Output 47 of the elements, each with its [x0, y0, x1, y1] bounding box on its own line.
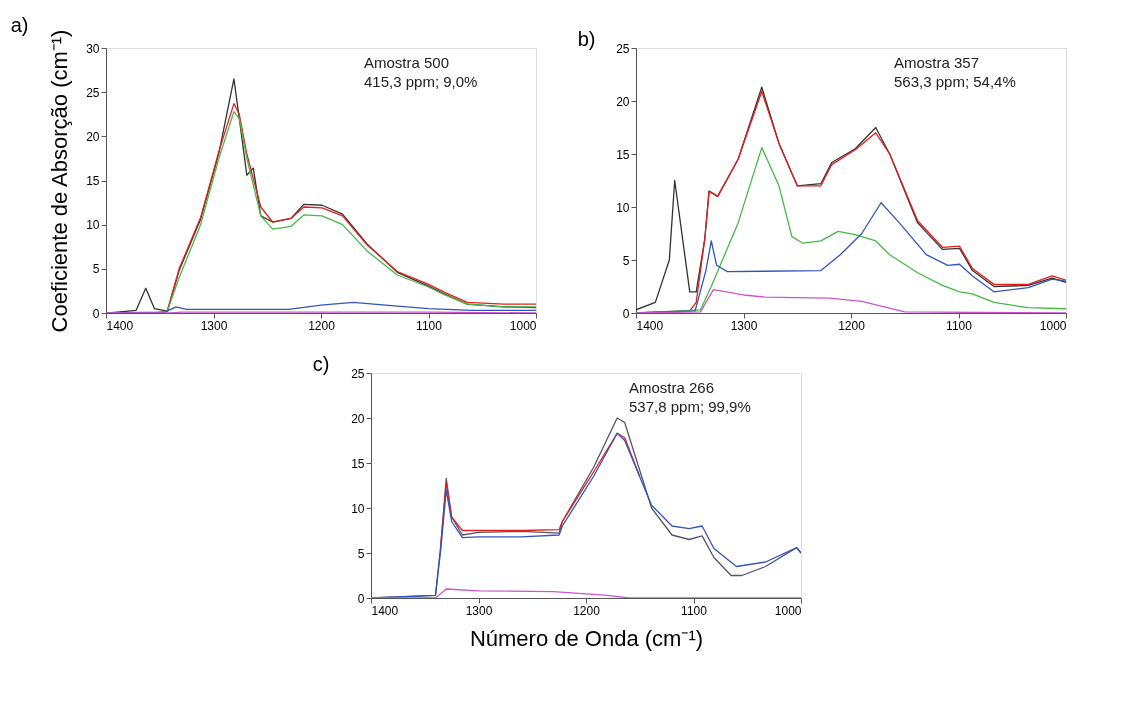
y-tick-label: 15 [616, 147, 630, 162]
annotation: 415,3 ppm; 9,0% [364, 73, 478, 90]
y-tick-label: 0 [622, 306, 630, 321]
line-series [440, 432, 641, 545]
line-series [166, 103, 536, 312]
annotation: Amostra 500 [364, 54, 450, 71]
x-tick-label: 1200 [573, 603, 601, 618]
x-tick-label: 1100 [416, 318, 443, 333]
annotation: 537,8 ppm; 99,9% [629, 398, 751, 415]
y-tick-label: 25 [616, 41, 630, 56]
x-tick-label: 1300 [465, 603, 493, 618]
x-tick-label: 1000 [774, 603, 802, 618]
x-tick-label: 1400 [371, 603, 399, 618]
y-tick-label: 15 [351, 456, 365, 471]
y-tick-label: 30 [86, 41, 100, 56]
y-axis-title: Coeficiente de Absorção (cm⁻¹) [47, 29, 73, 333]
x-tick-label: 1400 [106, 318, 134, 333]
x-tick-label: 1200 [838, 318, 866, 333]
annotation: Amostra 357 [894, 54, 980, 71]
annotation: Amostra 266 [629, 379, 715, 396]
chart-title: b) [577, 28, 596, 50]
y-tick-label: 10 [351, 501, 365, 516]
x-tick-label: 1300 [200, 318, 228, 333]
chart-title: a) [10, 14, 29, 37]
y-tick-label: 0 [357, 591, 365, 606]
y-tick-label: 25 [86, 85, 100, 100]
x-tick-label: 1100 [946, 318, 973, 333]
y-tick-label: 10 [616, 200, 630, 215]
y-tick-label: 5 [357, 546, 365, 561]
y-tick-label: 5 [622, 253, 630, 268]
chart-title: c) [312, 353, 330, 375]
x-tick-label: 1400 [636, 318, 664, 333]
x-tick-label: 1300 [730, 318, 758, 333]
x-tick-label: 1100 [681, 603, 708, 618]
x-tick-label: 1000 [509, 318, 537, 333]
annotation: 563,3 ppm; 54,4% [894, 73, 1016, 90]
y-tick-label: 20 [616, 94, 630, 109]
x-tick-label: 1200 [308, 318, 336, 333]
y-tick-label: 25 [351, 366, 365, 381]
y-tick-label: 20 [351, 411, 365, 426]
y-tick-label: 20 [86, 129, 100, 144]
x-tick-label: 1000 [1039, 318, 1067, 333]
y-tick-label: 15 [86, 174, 100, 188]
y-tick-label: 10 [86, 218, 100, 233]
y-tick-label: 5 [92, 262, 100, 277]
x-axis-title: Número de Onda (cm⁻¹) [469, 625, 704, 651]
y-tick-label: 0 [92, 306, 100, 321]
